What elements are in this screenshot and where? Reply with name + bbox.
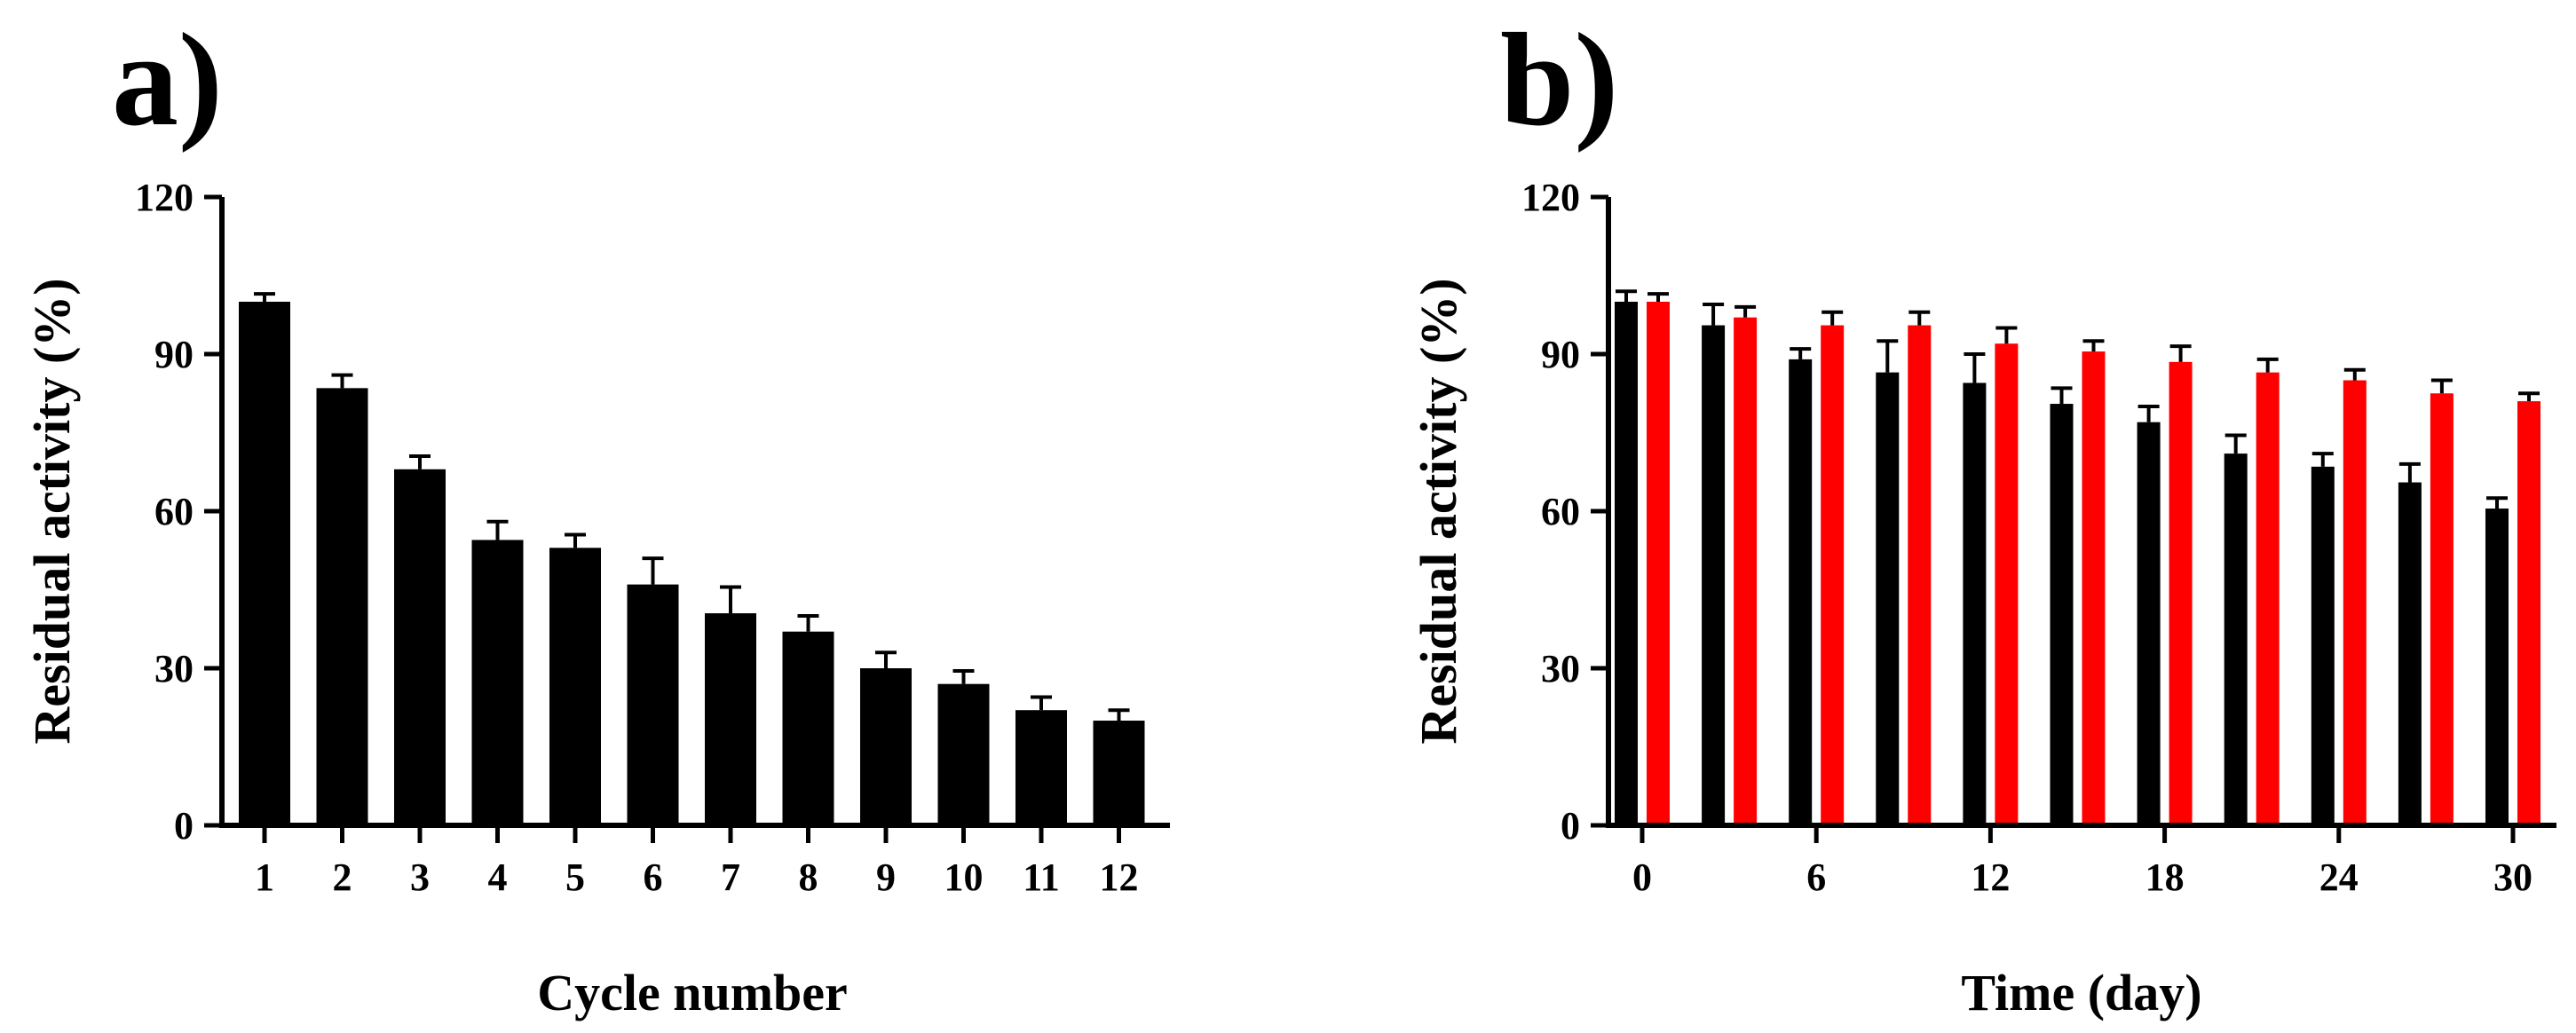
panel-a-bar-2 <box>316 388 368 825</box>
panel-b-bars <box>1615 302 2540 826</box>
panel-b-y-tick-label-2: 60 <box>1541 490 1580 533</box>
panel-a-x-tick-label-5: 5 <box>565 856 585 899</box>
panel-b-series-2-bar-day-15 <box>2082 351 2106 825</box>
panel-b-y-axis-title: Residual activity (%) <box>1410 278 1467 744</box>
panel-b: b) 0 30 60 90 120 0 6 12 18 24 30 Time (day) Resi… <box>1410 6 2556 1021</box>
panel-b-series-1-bar-day-15 <box>2050 404 2074 825</box>
panel-b-series-2-bar-day-30 <box>2517 401 2540 825</box>
panel-a-y-tick-label-4: 120 <box>135 176 194 219</box>
panel-a-x-tick-label-4: 4 <box>488 856 508 899</box>
panel-b-series-2-bar-day-18 <box>2169 361 2193 826</box>
panel-a-bar-9 <box>860 668 912 825</box>
panel-a-x-tick-label-2: 2 <box>333 856 352 899</box>
panel-b-series-1-bar-day-27 <box>2398 482 2422 825</box>
panel-b-series-1-bar-day-0 <box>1615 302 1638 825</box>
panel-a-x-ticks: 1 2 3 4 5 6 7 8 9 10 11 12 <box>255 825 1139 899</box>
panel-b-series-2-bar-day-6 <box>1821 325 1845 825</box>
panel-b-series-1-bar-day-18 <box>2137 422 2161 825</box>
panel-a-y-tick-label-2: 60 <box>154 490 194 533</box>
panel-b-series-2-bar-day-9 <box>1908 325 1932 825</box>
panel-a-bar-3 <box>394 469 446 825</box>
panel-b-y-tick-label-4: 120 <box>1521 176 1580 219</box>
panel-a-bar-12 <box>1093 721 1145 825</box>
panel-b-x-tick-label-0: 0 <box>1632 856 1652 899</box>
panel-a-x-tick-label-7: 7 <box>721 856 740 899</box>
panel-a-x-axis-title: Cycle number <box>537 964 848 1021</box>
panel-b-series-1-bar-day-24 <box>2311 466 2335 825</box>
panel-b-x-tick-label-3: 18 <box>2145 856 2185 899</box>
panel-b-series-1-bar-day-12 <box>1963 382 1987 825</box>
panel-b-series-1-bar-day-6 <box>1789 359 1813 825</box>
panel-a-label: a) <box>112 6 223 154</box>
panel-b-y-tick-label-0: 0 <box>1561 804 1580 848</box>
panel-a-x-tick-label-11: 11 <box>1023 856 1060 899</box>
panel-b-x-tick-label-5: 30 <box>2493 856 2533 899</box>
panel-b-y-ticks: 0 30 60 90 120 <box>1521 176 1608 848</box>
panel-a-y-ticks: 0 30 60 90 120 <box>135 176 222 848</box>
panel-a-x-tick-label-10: 10 <box>944 856 984 899</box>
panel-a-x-tick-label-8: 8 <box>799 856 818 899</box>
panel-a-bars <box>239 302 1145 825</box>
panel-a-bar-10 <box>937 683 990 825</box>
panel-b-y-tick-label-1: 30 <box>1541 647 1580 690</box>
panel-b-series-2-bar-day-3 <box>1734 317 1758 825</box>
panel-b-x-tick-label-4: 24 <box>2319 856 2359 899</box>
panel-a-bar-5 <box>549 548 601 825</box>
panel-a-x-tick-label-12: 12 <box>1100 856 1139 899</box>
panel-b-series-2-bar-day-27 <box>2430 393 2454 825</box>
panel-a-x-tick-label-3: 3 <box>410 856 430 899</box>
panel-b-series-2-bar-day-0 <box>1647 302 1670 825</box>
panel-a-y-tick-label-3: 90 <box>154 333 194 376</box>
panel-a-y-tick-label-0: 0 <box>174 804 194 848</box>
panel-a-error-bars <box>254 292 1130 721</box>
panel-b-series-1-bar-day-30 <box>2485 509 2509 825</box>
panel-b-x-tick-label-2: 12 <box>1971 856 2010 899</box>
panel-b-series-2-bar-day-21 <box>2256 372 2280 825</box>
panel-b-error-bars <box>1616 289 2540 509</box>
panel-b-series-1-bar-day-21 <box>2224 453 2248 825</box>
panel-b-series-2-bar-day-12 <box>1995 343 2019 825</box>
panel-b-x-ticks: 0 6 12 18 24 30 <box>1632 825 2533 899</box>
panel-b-series-1-bar-day-3 <box>1702 325 1726 825</box>
panel-a-bar-4 <box>471 540 524 825</box>
panel-a-bar-11 <box>1015 710 1067 825</box>
panel-b-series-1-bar-day-9 <box>1876 372 1900 825</box>
panel-b-series-2-bar-day-24 <box>2343 380 2367 825</box>
panel-b-label: b) <box>1500 6 1618 154</box>
panel-b-y-tick-label-3: 90 <box>1541 333 1580 376</box>
panel-a-bar-6 <box>627 584 679 825</box>
panel-b-x-tick-label-1: 6 <box>1806 856 1826 899</box>
panel-a-bar-8 <box>782 631 834 825</box>
panel-a-x-tick-label-9: 9 <box>876 856 896 899</box>
panel-a-bar-7 <box>705 613 756 825</box>
panel-a-x-tick-label-1: 1 <box>255 856 274 899</box>
panel-a-x-tick-label-6: 6 <box>644 856 663 899</box>
panel-b-x-axis-title: Time (day) <box>1961 964 2201 1021</box>
panel-a-y-tick-label-1: 30 <box>154 647 194 690</box>
panel-a-bar-1 <box>239 302 290 825</box>
panel-a-y-axis-title: Residual activity (%) <box>23 278 81 744</box>
